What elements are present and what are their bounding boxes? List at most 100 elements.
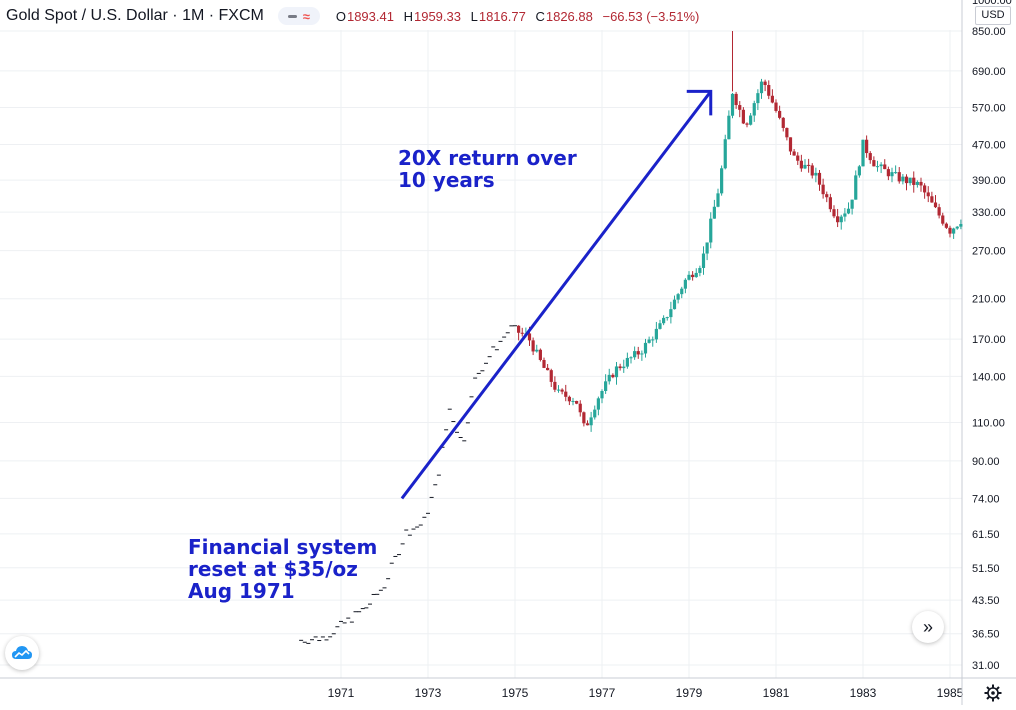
- currency-badge[interactable]: USD: [975, 6, 1011, 25]
- price-tick-label: 140.00: [972, 371, 1006, 383]
- candle-body: [770, 95, 774, 103]
- candle-body: [589, 417, 593, 426]
- candle-body: [901, 176, 905, 182]
- candle-body: [868, 153, 872, 161]
- candle-body: [894, 172, 898, 174]
- chart-header: Gold Spot / U.S. Dollar · 1M · FXCM ≈ O1…: [6, 4, 705, 28]
- ohlc-close-label: C: [535, 8, 545, 24]
- candle-body: [629, 357, 633, 359]
- annotation-text: reset at $35/oz: [188, 557, 358, 581]
- scroll-to-realtime-button[interactable]: »: [912, 611, 944, 643]
- price-tick-label: 470.00: [972, 139, 1006, 151]
- candle-body: [846, 208, 851, 214]
- wave-icon[interactable]: ≈: [302, 8, 310, 24]
- candle-body: [890, 172, 894, 177]
- candle-body: [759, 81, 764, 94]
- candle-body: [730, 93, 735, 116]
- ohlc-open-value: 1893.41: [346, 8, 394, 24]
- candle-body: [850, 199, 854, 209]
- candle-body: [691, 274, 695, 278]
- candle-body: [861, 139, 865, 167]
- annotation-arrow-head: [686, 89, 713, 116]
- candle-body: [575, 400, 579, 404]
- ohlc-close-value: 1826.88: [545, 8, 593, 24]
- candle-body: [941, 215, 945, 224]
- candle-body: [614, 366, 619, 378]
- candle-body: [535, 349, 539, 352]
- candle-body: [741, 109, 745, 124]
- tradingview-logo-button[interactable]: [5, 636, 39, 670]
- time-tick-label: 1973: [415, 686, 442, 700]
- annotation-text: Aug 1971: [188, 579, 295, 603]
- time-tick-label: 1981: [763, 686, 790, 700]
- candle-body: [756, 93, 760, 104]
- candle-body: [596, 398, 600, 410]
- candle-body: [959, 224, 963, 227]
- candle-body: [538, 349, 542, 360]
- candle-body: [749, 115, 753, 125]
- candle-body: [723, 139, 727, 169]
- candle-body: [857, 166, 861, 176]
- candle-body: [745, 123, 749, 125]
- candle-body: [839, 216, 843, 223]
- candle-body: [662, 317, 666, 324]
- price-tick-label: 690.00: [972, 66, 1006, 78]
- candle-body: [803, 164, 807, 169]
- candle-body: [734, 93, 738, 106]
- candle-body: [600, 391, 604, 399]
- indicator-pill[interactable]: ≈: [277, 7, 320, 25]
- candle-body: [556, 389, 561, 391]
- candle-body: [923, 185, 927, 193]
- time-tick-label: 1975: [502, 686, 529, 700]
- candle-body: [843, 213, 847, 217]
- candle-body: [781, 117, 785, 128]
- candle-body: [814, 172, 818, 176]
- candle-body: [705, 242, 709, 254]
- candle-body: [669, 309, 673, 318]
- candle-body: [720, 168, 724, 194]
- ohlc-low-value: 1816.77: [478, 8, 526, 24]
- candle-body: [821, 184, 825, 195]
- candle-body: [807, 164, 811, 166]
- price-tick-label: 74.00: [972, 493, 1000, 505]
- candle-body: [640, 353, 644, 355]
- candle-body: [553, 381, 557, 390]
- candle-body: [607, 374, 611, 382]
- candle-body: [952, 228, 956, 234]
- ohlc-high-label: H: [403, 8, 413, 24]
- candle-body: [651, 339, 655, 341]
- candle-body: [712, 206, 716, 219]
- candle-body: [582, 412, 586, 424]
- annotation-text: 20X return over: [398, 146, 577, 170]
- price-tick-label: 51.50: [972, 563, 1000, 575]
- candle-body: [828, 197, 832, 210]
- candle-body: [564, 391, 568, 397]
- candle-body: [542, 359, 546, 368]
- candle-body: [788, 137, 793, 152]
- candle-body: [636, 351, 640, 355]
- candle-body: [904, 176, 909, 184]
- price-tick-label: 170.00: [972, 334, 1006, 346]
- candle-body: [774, 102, 778, 111]
- annotation-text: 10 years: [398, 168, 495, 192]
- candle-body: [622, 366, 626, 369]
- candle-body: [955, 226, 959, 229]
- candle-body: [926, 192, 930, 197]
- time-tick-label: 1983: [850, 686, 877, 700]
- candle-body: [792, 151, 796, 156]
- minus-icon[interactable]: [287, 14, 297, 18]
- candle-body: [665, 317, 669, 319]
- gear-icon[interactable]: [983, 683, 1003, 703]
- candle-body: [701, 253, 706, 268]
- ohlc-low-label: L: [470, 8, 478, 24]
- candle-body: [919, 181, 923, 186]
- candle-body: [567, 396, 571, 402]
- price-tick-label: 1000.00: [972, 0, 1012, 7]
- candle-body: [872, 160, 876, 167]
- price-tick-label: 210.00: [972, 294, 1006, 306]
- candle-body: [585, 423, 590, 426]
- symbol-title[interactable]: Gold Spot / U.S. Dollar · 1M · FXCM: [6, 7, 264, 24]
- candle-body: [763, 81, 767, 86]
